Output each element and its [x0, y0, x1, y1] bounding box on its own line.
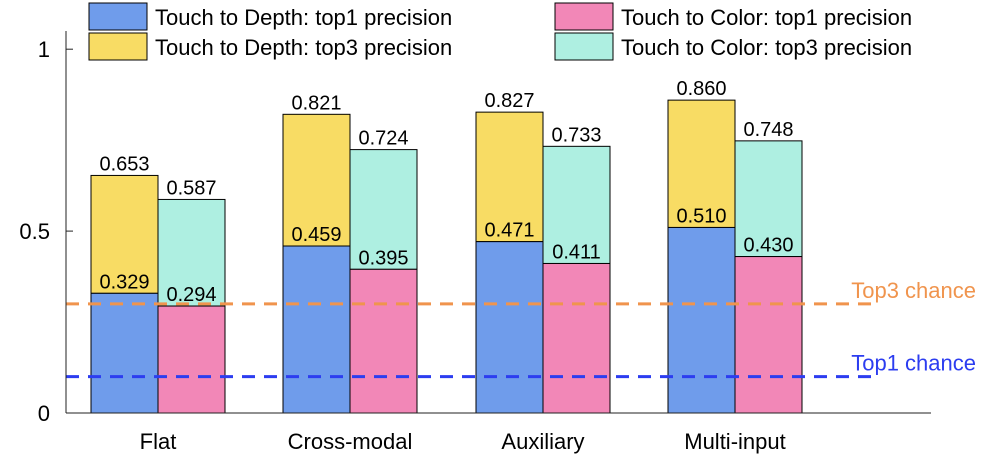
bar-value-labels: 0.653 0.329 0.587 0.294 0.821 0.459 0.724 0.395…	[99, 78, 793, 306]
label-cross-modal-depth-top1: 0.459	[291, 224, 341, 246]
label-auxiliary-depth-top1: 0.471	[484, 220, 534, 242]
label-multi-input-color-top1: 0.430	[743, 235, 793, 257]
bar-flat-color-top1	[157, 305, 226, 414]
x-category-labels: Flat Cross-modal Auxiliary Multi-input	[140, 429, 786, 454]
legend-swatch-touch-to-depth-top3-precision	[88, 32, 148, 61]
bar-multi-input-color-top1	[734, 256, 803, 414]
label-flat-depth-top1: 0.329	[99, 271, 149, 293]
category-label-auxiliary: Auxiliary	[501, 429, 584, 454]
reference-lines: Top3 chance Top1 chance	[66, 278, 976, 379]
legend-swatch-touch-to-color-top3-precision	[554, 32, 614, 61]
bar-cross-modal-color-top1	[349, 268, 418, 414]
bar-auxiliary-color-top3	[542, 145, 611, 264]
bar-auxiliary-depth-top1	[475, 241, 544, 414]
ytick-label-0: 0	[38, 401, 50, 426]
legend-label-touch-to-depth-top3-precision: Touch to Depth: top3 precision	[155, 35, 452, 60]
bar-flat-color-top3	[157, 198, 226, 307]
bar-cross-modal-depth-top3	[282, 113, 351, 247]
top1-chance-label: Top1 chance	[851, 351, 976, 376]
bar-auxiliary-color-top1	[542, 262, 611, 414]
legend-swatch-touch-to-color-top1-precision	[554, 2, 614, 31]
legend-label-touch-to-depth-top1-precision: Touch to Depth: top1 precision	[155, 5, 452, 30]
axes	[65, 31, 931, 414]
label-cross-modal-depth-top3: 0.821	[291, 92, 341, 114]
legend-label-touch-to-color-top3-precision: Touch to Color: top3 precision	[621, 35, 912, 60]
bar-auxiliary-depth-top3	[475, 111, 544, 243]
bar-flat-depth-top1	[90, 292, 159, 414]
bar-flat-depth-top3	[90, 174, 159, 294]
label-multi-input-depth-top3: 0.860	[676, 78, 726, 100]
bar-multi-input-depth-top1	[667, 226, 736, 414]
legend: Touch to Depth: top1 precision Touch to C…	[88, 2, 912, 61]
category-label-flat: Flat	[140, 429, 177, 454]
ytick-label-2: 1	[38, 37, 50, 62]
label-cross-modal-color-top3: 0.724	[358, 128, 408, 150]
legend-swatch-touch-to-depth-top1-precision	[88, 2, 148, 31]
label-flat-color-top1: 0.294	[166, 284, 216, 306]
bars-group	[90, 99, 803, 414]
bar-cross-modal-color-top3	[349, 149, 418, 270]
label-flat-depth-top3: 0.653	[99, 153, 149, 175]
label-auxiliary-color-top3: 0.733	[551, 124, 601, 146]
bar-multi-input-color-top3	[734, 140, 803, 258]
category-label-cross-modal: Cross-modal	[288, 429, 413, 454]
ytick-label-1: 0.5	[19, 219, 50, 244]
label-multi-input-color-top3: 0.748	[743, 119, 793, 141]
label-auxiliary-depth-top3: 0.827	[484, 90, 534, 112]
label-auxiliary-color-top1: 0.411	[552, 241, 601, 263]
label-flat-color-top3: 0.587	[166, 177, 216, 199]
category-label-multi-input: Multi-input	[684, 429, 785, 454]
top3-chance-label: Top3 chance	[851, 278, 976, 303]
label-multi-input-depth-top1: 0.510	[676, 205, 726, 227]
bar-cross-modal-depth-top1	[282, 245, 351, 414]
y-ticks: 00.51	[19, 37, 73, 426]
label-cross-modal-color-top1: 0.395	[358, 247, 408, 269]
legend-label-touch-to-color-top1-precision: Touch to Color: top1 precision	[621, 5, 912, 30]
